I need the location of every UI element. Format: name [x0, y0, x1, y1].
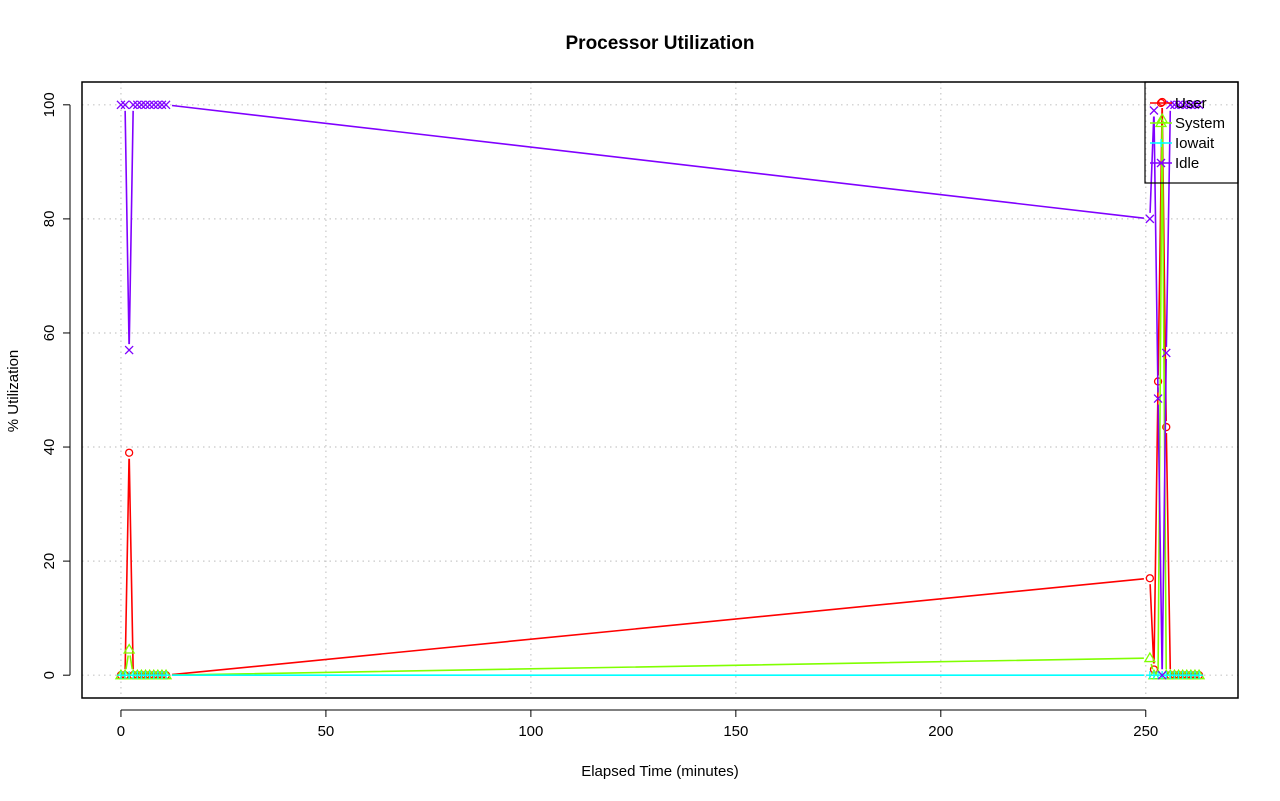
x-tick-label: 0 [117, 723, 125, 740]
point-idle [1170, 100, 1179, 110]
point-idle [136, 100, 146, 110]
point-idle [132, 100, 142, 110]
point-system [123, 643, 136, 654]
point-user [1145, 574, 1155, 583]
y-tick-label: 20 [41, 553, 58, 570]
point-idle [145, 100, 155, 110]
point-idle [161, 100, 171, 110]
x-tick-label: 50 [318, 723, 335, 740]
series-line-user [124, 107, 1172, 676]
series-line-idle [124, 104, 1172, 670]
legend-label-iowait: Iowait [1175, 135, 1215, 152]
x-tick-label: 250 [1133, 723, 1158, 740]
point-idle [1149, 106, 1159, 115]
x-tick-label: 150 [723, 723, 748, 740]
legend-marker-idle [1156, 158, 1166, 168]
series-line-system [125, 125, 1168, 676]
y-tick-label: 80 [41, 211, 58, 228]
point-idle [116, 100, 126, 110]
point-idle [157, 100, 167, 110]
legend: User System Iowait Idle [1144, 81, 1239, 184]
point-user [1158, 97, 1167, 107]
point-idle [1182, 100, 1192, 110]
y-tick-label: 40 [41, 439, 58, 456]
legend-item-user: User [1150, 95, 1207, 112]
legend-marker-user [1156, 98, 1166, 108]
point-idle [149, 100, 159, 110]
axes: 0 50 100 150 200 250 0 20 40 60 80 100 [41, 92, 1158, 740]
point-idle [120, 100, 130, 110]
point-idle [1157, 670, 1167, 680]
x-tick-label: 100 [518, 723, 543, 740]
legend-marker-iowait [1157, 139, 1165, 147]
point-idle [1153, 394, 1163, 404]
point-idle [124, 345, 134, 355]
legend-item-iowait: Iowait [1150, 135, 1215, 152]
legend-item-system: System [1150, 115, 1225, 132]
legend-marker-system [1154, 116, 1168, 128]
y-tick-label: 60 [41, 325, 58, 342]
point-idle [1194, 100, 1204, 110]
legend-box [1144, 81, 1239, 184]
point-idle [1178, 100, 1188, 110]
point-idle [153, 100, 163, 110]
y-tick-label: 100 [41, 92, 58, 117]
point-user [1162, 422, 1171, 432]
data-series [114, 97, 1206, 680]
plot-frame [81, 81, 1239, 699]
x-tick-label: 200 [928, 723, 953, 740]
point-idle [1174, 100, 1184, 110]
point-idle [1186, 100, 1196, 110]
point-idle [128, 100, 138, 110]
point-idle [1190, 100, 1200, 110]
legend-label-idle: Idle [1175, 155, 1199, 172]
x-axis-label: Elapsed Time (minutes) [581, 763, 739, 780]
legend-label-user: User [1175, 95, 1207, 112]
point-iowait [1195, 671, 1204, 680]
y-axis-label: % Utilization [5, 350, 22, 433]
point-idle [1145, 214, 1155, 224]
point-idle [141, 100, 150, 110]
chart-title: Processor Utilization [566, 33, 755, 54]
point-idle [1165, 100, 1175, 110]
point-system [1143, 651, 1157, 663]
legend-label-system: System [1175, 115, 1225, 132]
legend-item-idle: Idle [1150, 155, 1199, 172]
point-idle [1161, 348, 1171, 358]
y-tick-label: 0 [41, 671, 58, 679]
series-iowait [116, 671, 1204, 680]
point-user [124, 448, 134, 457]
series-idle [116, 100, 1204, 680]
point-iowait [162, 671, 171, 680]
